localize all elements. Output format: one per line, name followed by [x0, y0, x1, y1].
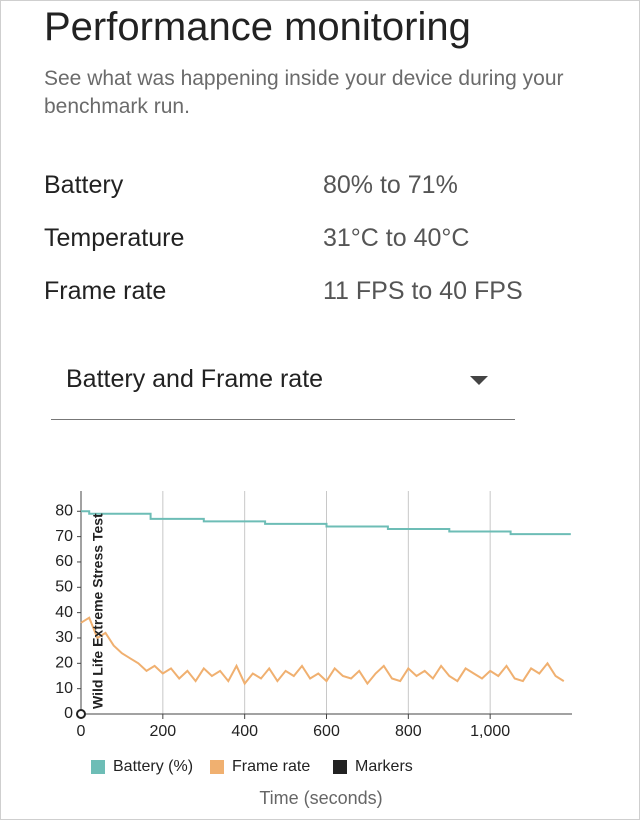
x-tick-label: 600 [313, 723, 340, 740]
legend-label: Frame rate [232, 758, 310, 775]
y-tick-label: 0 [64, 705, 73, 722]
dropdown-label[interactable]: Battery and Frame rate [66, 365, 324, 393]
stat-label: Temperature [44, 224, 185, 252]
x-axis-title: Time (seconds) [259, 788, 382, 808]
dropdown-underline [51, 419, 515, 420]
legend-label: Battery (%) [113, 758, 193, 775]
y-tick-label: 20 [55, 655, 73, 672]
x-tick-label: 200 [149, 723, 176, 740]
y-tick-label: 40 [55, 604, 73, 621]
series-line [80, 616, 565, 686]
x-tick-label: 1,000 [470, 723, 510, 740]
dropdown-arrow[interactable] [470, 376, 488, 386]
y-tick-label: 50 [55, 579, 73, 596]
y-tick-label: 80 [55, 502, 73, 519]
stat-label: Battery [44, 171, 124, 199]
legend-label: Markers [355, 758, 413, 775]
legend-swatch [91, 760, 105, 774]
legend-swatch [210, 760, 224, 774]
x-tick-label: 400 [231, 723, 258, 740]
stat-value: 80% to 71% [323, 171, 458, 199]
y-tick-label: 70 [55, 528, 73, 545]
stat-value: 11 FPS to 40 FPS [323, 277, 523, 305]
y-tick-label: 30 [55, 629, 73, 646]
y-tick-label: 10 [55, 680, 73, 697]
series-line [81, 510, 571, 536]
y-tick-label: 60 [55, 553, 73, 570]
legend-swatch [333, 760, 347, 774]
x-tick-label: 800 [395, 723, 422, 740]
marker-label: Wild Life Extreme Stress Test [90, 513, 106, 709]
stat-value: 31°C to 40°C [323, 224, 470, 252]
chart: Time (seconds) 0 200 400 600 800 1,000 0 10 20 30… [55, 491, 572, 808]
x-tick-label: 0 [77, 723, 86, 740]
marker-point [76, 709, 86, 719]
page-title: Performance monitoring [44, 5, 471, 49]
page-subtitle: See what was happening inside your devic… [44, 67, 564, 118]
stat-label: Frame rate [44, 277, 167, 305]
